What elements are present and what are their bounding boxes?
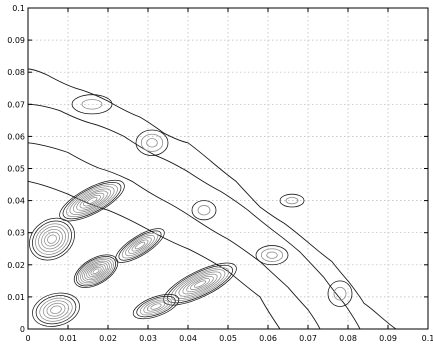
contour-peak: [84, 262, 108, 281]
contour-peak: [182, 273, 218, 295]
contour-island: [285, 197, 299, 205]
y-tick-label: 0.02: [7, 261, 25, 270]
contour-line: [27, 103, 361, 330]
contour-peak: [72, 188, 112, 213]
contour-island: [135, 129, 169, 157]
contour-peak: [170, 267, 230, 301]
contour-peak: [47, 234, 57, 244]
contour-island: [191, 200, 217, 221]
contour-lines: [27, 68, 397, 330]
contour-peak: [86, 197, 98, 205]
y-tick-label: 0.05: [7, 165, 25, 174]
contour-peak: [139, 297, 173, 316]
x-tick-label: 0.04: [179, 334, 197, 343]
x-tick-label: 0.03: [139, 334, 157, 343]
contour-peak: [35, 295, 77, 325]
contour-peak: [178, 271, 222, 297]
contour-peak: [190, 278, 210, 290]
x-tick-label: 0.09: [379, 334, 397, 343]
contour-peak: [131, 239, 149, 252]
contour-island: [81, 99, 103, 110]
contour-peak: [143, 299, 169, 314]
contour-island: [146, 138, 158, 148]
contour-peak: [128, 237, 152, 254]
contour-peak: [121, 232, 159, 259]
axes: 0 0.01 0.02 0.03 0.04 0.05 0.06 0.07 0.08 0.09 0.1…: [7, 4, 433, 343]
contour-peak: [90, 266, 102, 276]
contour-island: [333, 286, 347, 301]
contour-peak: [38, 226, 66, 253]
x-tick-label: 0.02: [99, 334, 117, 343]
contour-peak: [186, 275, 214, 293]
y-tick-label: 0.01: [7, 293, 25, 302]
contour-island: [140, 133, 164, 152]
x-tick-label: 0: [25, 334, 30, 343]
x-tick-label: 0.1: [422, 334, 433, 343]
contour-peak: [83, 194, 101, 207]
y-tick-label: 0: [20, 325, 25, 334]
contour-peak: [79, 192, 105, 209]
contour-island: [266, 251, 278, 259]
y-tick-label: 0.07: [7, 100, 25, 109]
contour-peak: [174, 269, 226, 299]
contour-peak: [39, 297, 73, 322]
y-tick-label: 0.08: [7, 68, 25, 77]
contour-peak: [59, 179, 125, 222]
contour-peak: [66, 184, 118, 218]
contour-island: [279, 193, 305, 208]
contour-peak: [42, 300, 70, 320]
contour-peak: [82, 260, 110, 282]
contour-peak: [41, 228, 63, 250]
contour-peak: [146, 301, 166, 312]
y-tick-label: 0.1: [12, 4, 25, 13]
x-tick-label: 0.07: [299, 334, 317, 343]
contour-peak: [62, 182, 122, 220]
x-tick-label: 0.06: [259, 334, 277, 343]
x-tick-label: 0.01: [59, 334, 77, 343]
contour-peak: [50, 305, 62, 314]
contour-peak: [193, 280, 207, 288]
y-tick-label: 0.09: [7, 36, 25, 45]
contour-island: [260, 248, 284, 262]
contour-island: [327, 280, 353, 307]
y-tick-label: 0.04: [7, 197, 25, 206]
contour-peak: [92, 268, 100, 274]
grid: [28, 8, 428, 329]
contour-peak: [134, 241, 146, 250]
contour-peak: [115, 228, 165, 263]
contour-peak: [163, 262, 237, 306]
contour-peak: [78, 257, 114, 285]
contour-peak: [69, 186, 115, 215]
contour-island: [71, 94, 113, 115]
contour-peak: [167, 264, 233, 304]
contour-peak: [86, 263, 106, 279]
contour-peak: [32, 292, 80, 327]
contour-peak: [88, 265, 104, 278]
contour-peak: [75, 256, 117, 287]
contour-peak: [29, 217, 75, 261]
contour-peak: [125, 234, 155, 257]
contour-line: [27, 180, 281, 330]
contour-peak: [80, 259, 112, 284]
contour-peak: [46, 302, 66, 317]
contour-island: [197, 205, 211, 216]
contour-peak: [150, 303, 162, 310]
contour-peak: [32, 220, 72, 258]
contour-peak: [118, 230, 162, 261]
x-tick-label: 0.08: [339, 334, 357, 343]
contour-peak: [132, 293, 180, 320]
y-tick-label: 0.06: [7, 132, 25, 141]
contour-peak: [73, 254, 119, 288]
contour-line: [27, 68, 397, 330]
contour-peak: [44, 231, 60, 247]
contour-peak: [35, 223, 69, 255]
y-tick-label: 0.03: [7, 229, 25, 238]
contour-island: [255, 245, 289, 266]
contour-line: [27, 142, 321, 330]
contour-peak: [76, 190, 108, 211]
x-tick-label: 0.05: [219, 334, 237, 343]
contour-peak: [136, 295, 176, 318]
